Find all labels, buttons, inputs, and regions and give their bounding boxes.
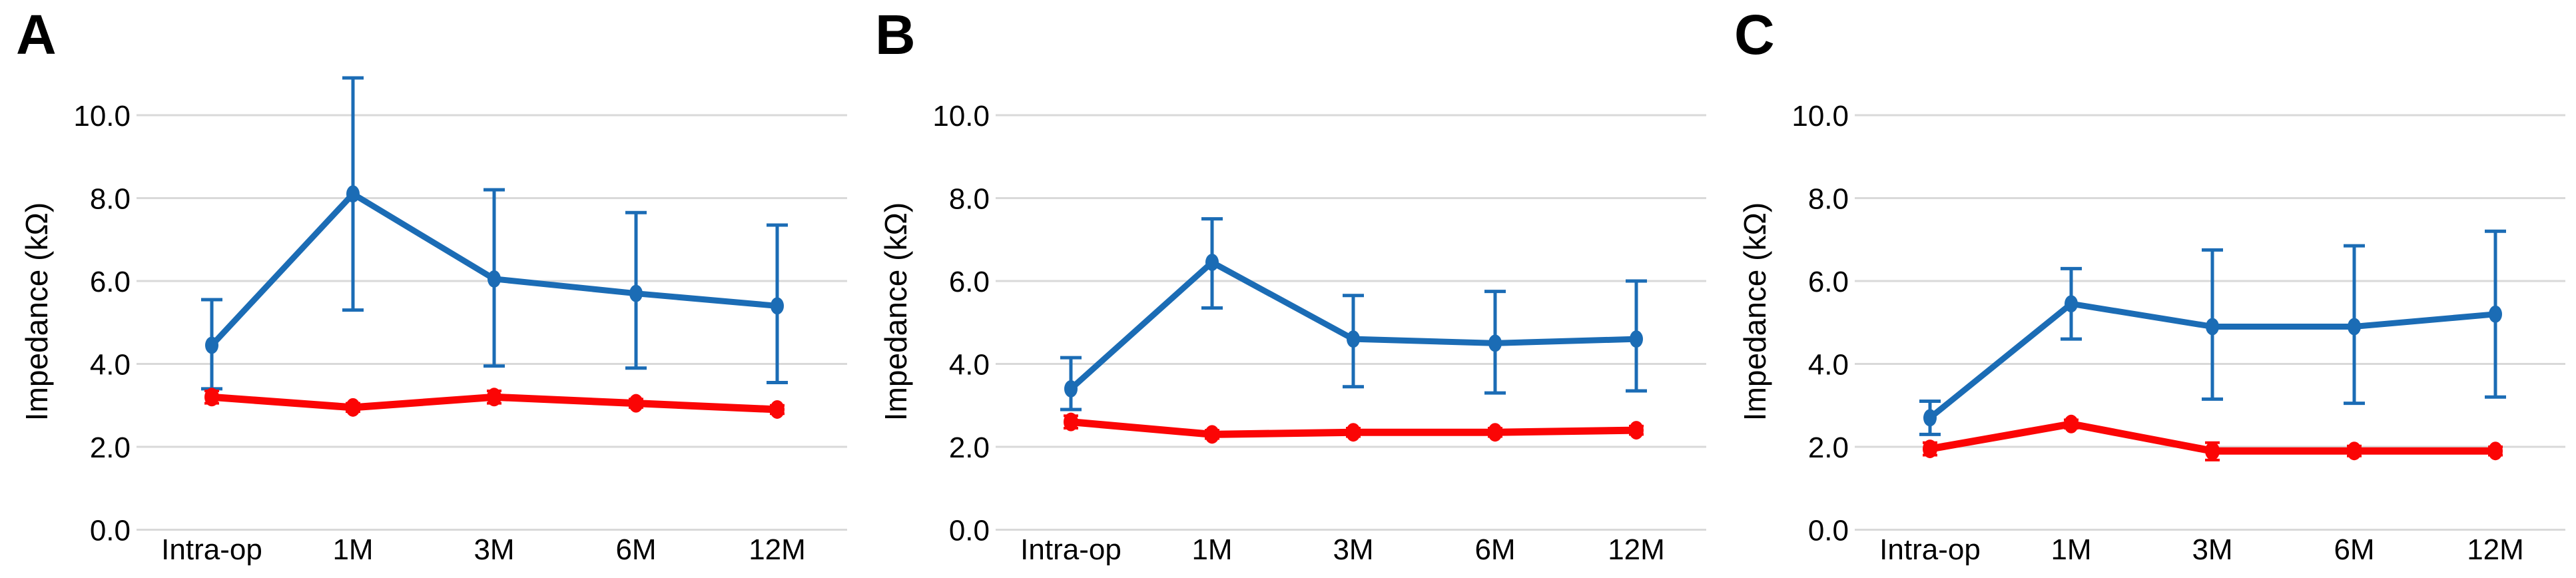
x-tick-label: 6M <box>615 533 656 566</box>
x-tick-label: 6M <box>1474 533 1515 566</box>
blue-data-point <box>2206 318 2219 336</box>
blue-data-point <box>487 270 501 288</box>
blue-data-point <box>1064 380 1078 398</box>
y-tick-label: 6.0 <box>949 266 990 298</box>
blue-data-point <box>1205 253 1219 271</box>
red-data-point <box>1064 412 1078 432</box>
y-tick-label: 0.0 <box>90 515 131 547</box>
y-tick-label: 0.0 <box>1808 515 1849 547</box>
red-data-point <box>2064 414 2079 433</box>
x-tick-label: Intra-op <box>161 533 262 566</box>
y-tick-label: 8.0 <box>1808 183 1849 216</box>
blue-data-point <box>1630 330 1643 348</box>
x-tick-label: 12M <box>2467 533 2524 566</box>
x-tick-label: 1M <box>1191 533 1232 566</box>
blue-data-point <box>1488 334 1502 352</box>
y-tick-label: 4.0 <box>1808 349 1849 382</box>
x-tick-label: 1M <box>332 533 373 566</box>
y-tick-label: 6.0 <box>1808 266 1849 298</box>
red-data-point <box>770 400 785 419</box>
red-data-point <box>1205 425 1219 444</box>
red-data-point <box>629 394 643 413</box>
red-data-point <box>346 398 360 417</box>
y-tick-label: 10.0 <box>1791 100 1849 133</box>
x-tick-label: 3M <box>2192 533 2232 566</box>
red-data-point <box>204 388 219 407</box>
red-data-point <box>487 388 501 407</box>
y-tick-label: 2.0 <box>949 432 990 464</box>
chart-B: 0.0 2.0 4.0 6.0 8.0 10.0 Intra-op 1M 3M 6M 12M <box>932 100 1706 566</box>
panel-B: B Impedance (kΩ) 0.0 2.0 4.0 6.0 8.0 10.0 Intr… <box>859 0 1717 578</box>
chart-C: 0.0 2.0 4.0 6.0 8.0 10.0 Intra-op 1M 3M 6M 12M <box>1791 100 2565 566</box>
blue-data-point <box>2348 318 2361 336</box>
x-tick-label: 12M <box>1608 533 1665 566</box>
x-tick-label: Intra-op <box>1020 533 1122 566</box>
blue-data-point <box>2489 305 2502 323</box>
y-tick-label: 4.0 <box>949 349 990 382</box>
panel-letter-C: C <box>1734 3 1775 66</box>
panel-C: C Impedance (kΩ) 0.0 2.0 4.0 6.0 8.0 10.0 Intr… <box>1718 0 2576 578</box>
y-tick-label: 4.0 <box>90 349 131 382</box>
x-tick-label: 12M <box>749 533 806 566</box>
blue-data-point <box>2065 295 2078 313</box>
x-tick-label: Intra-op <box>1879 533 1981 566</box>
y-tick-label: 6.0 <box>90 266 131 298</box>
y-tick-label: 10.0 <box>73 100 131 133</box>
blue-data-point <box>1923 409 1937 427</box>
red-data-point <box>1923 439 1937 459</box>
x-tick-label: 6M <box>2334 533 2374 566</box>
y-tick-label: 8.0 <box>949 183 990 216</box>
red-data-point <box>1629 421 1644 440</box>
blue-data-point <box>346 185 360 203</box>
red-data-point <box>2488 441 2503 461</box>
panel-letter-A: A <box>16 3 57 66</box>
x-tick-label: 3M <box>474 533 514 566</box>
panel-letter-B: B <box>875 3 916 66</box>
y-tick-label: 2.0 <box>1808 432 1849 464</box>
y-tick-label: 8.0 <box>90 183 131 216</box>
red-data-point <box>1346 423 1361 442</box>
y-tick-label: 2.0 <box>90 432 131 464</box>
y-tick-label: 0.0 <box>949 515 990 547</box>
red-data-point <box>2205 441 2220 461</box>
red-data-point <box>1488 423 1502 442</box>
red-data-point <box>2347 441 2362 461</box>
x-tick-label: 3M <box>1333 533 1373 566</box>
blue-data-point <box>771 297 784 315</box>
blue-data-point <box>205 336 218 354</box>
panel-A: A Impedance (kΩ) 0.0 2.0 4.0 6.0 8.0 10.0 Intr… <box>0 0 858 578</box>
blue-data-point <box>629 284 643 302</box>
blue-data-point <box>1347 330 1360 348</box>
y-tick-label: 10.0 <box>932 100 990 133</box>
chart-A: 0.0 2.0 4.0 6.0 8.0 10.0 Intra-op 1M 3M 6M 12M <box>73 76 847 566</box>
x-tick-label: 1M <box>2051 533 2091 566</box>
